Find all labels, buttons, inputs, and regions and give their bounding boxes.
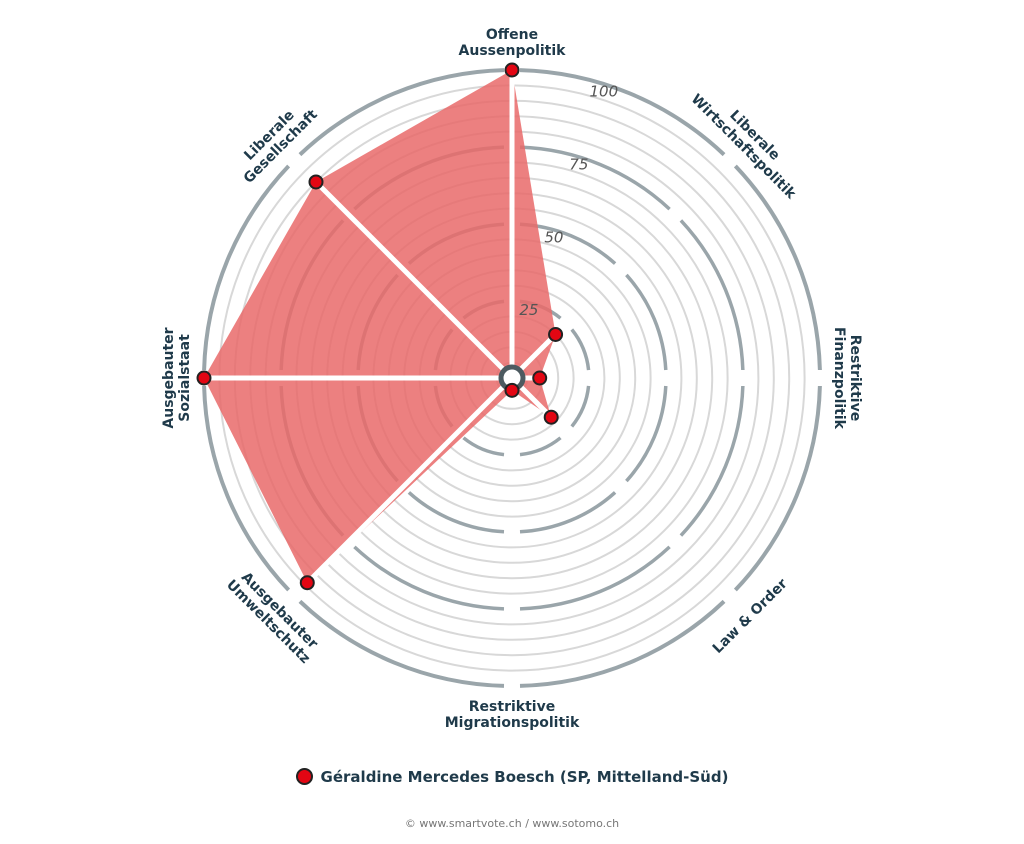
major-ring-50 (519, 491, 617, 534)
legend-label: Géraldine Mercedes Boesch (SP, Mittellan… (320, 768, 729, 786)
major-ring-100 (202, 385, 291, 592)
data-point (548, 326, 564, 342)
tick-label: 100 (589, 83, 618, 101)
data-point (196, 370, 212, 386)
axis-label: LiberaleGesellschaft (229, 95, 321, 187)
legend: Géraldine Mercedes Boesch (SP, Mittellan… (0, 768, 1024, 786)
legend-marker (295, 768, 313, 785)
major-ring-75 (519, 545, 671, 611)
major-ring-75 (679, 385, 745, 537)
major-ring-75 (353, 545, 505, 611)
credit: © www.smartvote.ch / www.sotomo.ch (404, 817, 620, 830)
axis-label: Restriktive Migrationspolitik (445, 699, 580, 731)
data-point (543, 409, 559, 425)
major-ring-100 (202, 164, 291, 371)
major-ring-100 (733, 385, 822, 592)
major-ring-75 (679, 219, 745, 371)
data-point (532, 370, 548, 386)
series-area (204, 70, 556, 583)
major-ring-50 (407, 491, 505, 534)
major-ring-25 (570, 385, 591, 428)
axis-label: Offene Aussenpolitik (459, 27, 567, 59)
major-ring-25 (519, 436, 562, 457)
major-ring-75 (519, 145, 671, 211)
tick-label: 25 (519, 301, 538, 319)
axis-spoke (305, 376, 514, 585)
data-point (504, 382, 520, 398)
major-ring-100 (519, 68, 726, 157)
tick-label: 50 (544, 228, 563, 246)
major-ring-50 (625, 273, 668, 371)
major-ring-100 (519, 599, 726, 688)
axis-label: RestriktiveFinanzpolitik (831, 327, 863, 430)
major-ring-25 (570, 328, 591, 371)
data-point (504, 62, 520, 78)
data-point (299, 575, 315, 591)
data-point (308, 174, 324, 190)
tick-label: 75 (569, 155, 588, 173)
major-ring-100 (733, 164, 822, 371)
major-ring-50 (625, 385, 668, 483)
major-ring-100 (298, 599, 505, 688)
major-ring-100 (298, 68, 505, 157)
axis-label: Law & Order (710, 576, 791, 657)
axis-spoke (314, 180, 514, 380)
major-ring-25 (462, 436, 505, 457)
axis-label: AusgebauterSozialstaat (161, 327, 193, 428)
